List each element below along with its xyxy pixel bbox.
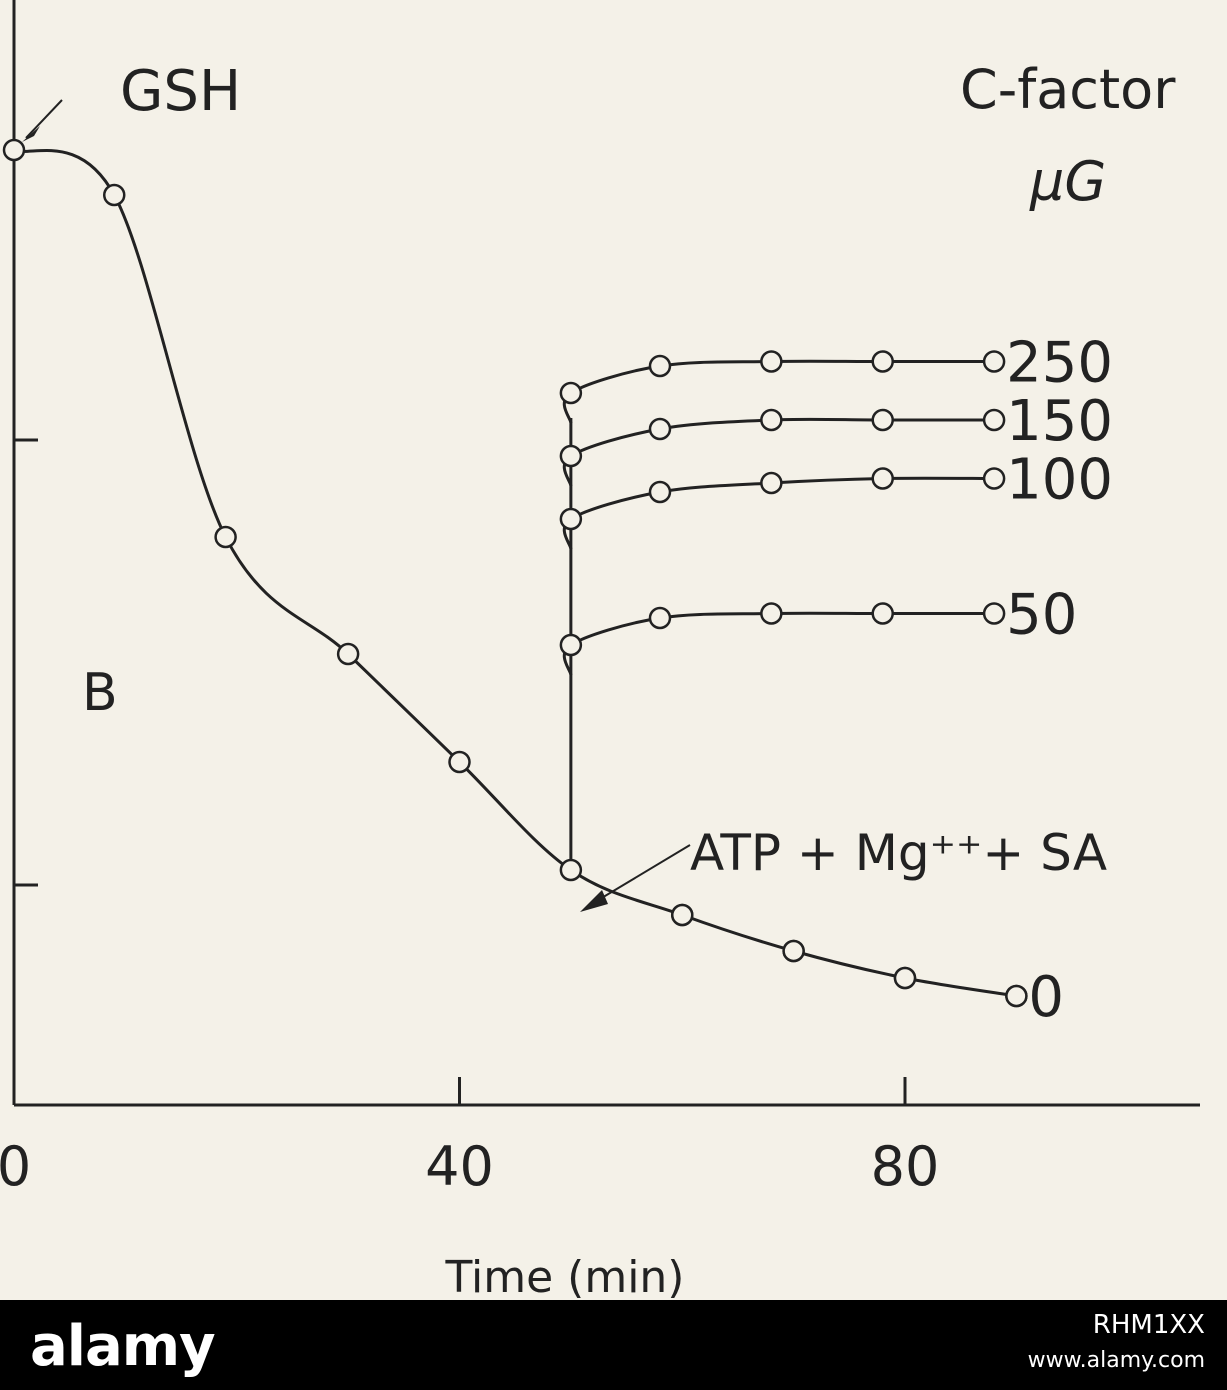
gsh-annotation: GSH (120, 59, 241, 124)
series-50-point-2 (760, 602, 783, 625)
series-0-point-2 (782, 939, 805, 963)
series-100-point-4 (982, 467, 1006, 490)
atp-annotation: ATP + Mg⁺⁺+ SA (690, 824, 1107, 882)
series-250-point-2 (760, 350, 783, 373)
series-100-point-0 (559, 507, 583, 531)
brand-logo: alamy (30, 1314, 216, 1379)
main-point-2 (214, 525, 237, 549)
legend-unit: µG (1029, 150, 1106, 213)
atp-arrow (589, 844, 691, 906)
series-250-point-3 (871, 350, 894, 373)
chart-figure: 0 40 80 250 150 100 50 0 GSH B ATP + Mg⁺⁺+ SA C… (0, 0, 1227, 1300)
main-point-0 (2, 138, 26, 162)
series-label-100: 100 (1006, 448, 1113, 513)
series-100-point-3 (871, 467, 894, 490)
image-code: RHM1XX (1092, 1310, 1205, 1340)
series-0-point-3 (893, 966, 917, 990)
footer-bar: alamy RHM1XX www.alamy.com (0, 1300, 1227, 1390)
series-100-point-1 (648, 480, 672, 504)
points-layer (2, 138, 1028, 1008)
series-0-point-4 (1005, 984, 1028, 1008)
series-curve-50 (562, 611, 995, 676)
series-250-point-1 (648, 354, 672, 378)
series-50-point-0 (559, 633, 583, 657)
axes-layer (12, 0, 1200, 1107)
series-150-point-4 (982, 408, 1006, 432)
series-250-point-0 (559, 381, 583, 405)
series-150-point-0 (559, 444, 583, 468)
panel-label: B (82, 663, 118, 723)
series-label-250: 250 (1006, 331, 1113, 396)
series-0-point-1 (671, 903, 694, 927)
series-150-point-3 (871, 408, 894, 432)
legend-title: C-factor (960, 58, 1176, 121)
x-tick-label-0: 0 (0, 1135, 31, 1198)
series-100-point-2 (760, 471, 783, 495)
series-50-point-1 (648, 606, 672, 630)
series-150-point-2 (760, 408, 783, 432)
x-axis-label: Time (min) (445, 1252, 685, 1300)
main-point-4 (448, 750, 471, 774)
series-50-point-4 (982, 602, 1006, 625)
main-point-1 (102, 183, 126, 207)
x-tick-label-2: 80 (871, 1135, 940, 1198)
gsh-arrowhead (22, 126, 40, 142)
gsh-arrow (25, 99, 63, 139)
series-250-point-4 (982, 350, 1006, 373)
series-50-point-3 (871, 602, 894, 625)
main-point-3 (336, 642, 360, 666)
site-url: www.alamy.com (1027, 1348, 1205, 1373)
series-label-150: 150 (1006, 389, 1113, 454)
series-150-point-1 (648, 417, 672, 441)
atp-arrowhead (580, 890, 608, 912)
main-point-5 (559, 858, 583, 882)
x-tick-label-1: 40 (425, 1135, 494, 1198)
series-label-50: 50 (1006, 583, 1077, 648)
series-label-0: 0 (1028, 965, 1064, 1030)
